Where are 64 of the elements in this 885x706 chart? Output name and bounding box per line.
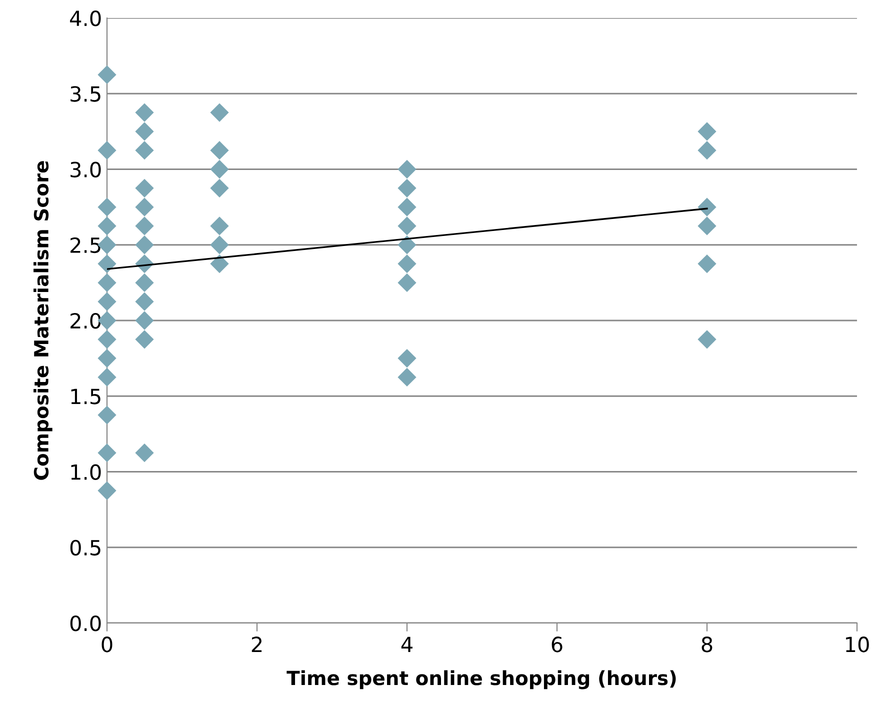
point [210,160,229,179]
point [135,178,154,198]
point [135,141,154,160]
x-tick-label: 6 [552,636,562,652]
point [98,216,116,236]
point [98,65,116,84]
point [135,103,154,122]
point [98,254,116,274]
y-tick-label: 1.0 [71,464,101,480]
point [135,330,154,349]
point [698,122,716,141]
point [698,330,716,349]
y-tick-label: 0.0 [70,615,101,632]
point [98,348,116,368]
point [210,254,229,274]
x-tick-label: 2 [252,636,262,652]
point [98,444,116,462]
y-tick-label: 2.5 [70,237,100,254]
point [698,141,716,160]
point [135,216,154,236]
y-tick-label: 2.0 [70,312,101,329]
y-tick-label: 0.5 [70,540,100,556]
point [135,311,154,330]
y-tick-label: 1.5 [71,388,100,404]
point [398,236,416,254]
x-tick-label: 0 [102,636,112,652]
y-tick-label: 4.0 [70,10,101,26]
x-tick-label: 8 [702,636,712,652]
x-tick-label: 4 [401,636,412,652]
point [698,254,716,274]
y-axis-title: Composite Materialism Score [34,161,52,480]
point [98,481,116,500]
point [135,292,154,311]
point [210,103,229,122]
point [98,141,116,160]
point [210,236,229,254]
point [210,141,229,160]
point [135,198,154,216]
x-axis-title: Time spent online shopping (hours) [286,670,676,690]
point [98,198,116,216]
y-tick-label: 3.5 [70,86,100,102]
point [398,254,416,274]
point [135,236,154,254]
point [135,444,154,462]
point [210,216,229,236]
point [98,368,116,387]
point [398,273,416,292]
point [398,216,416,236]
point [210,178,229,198]
point [398,178,416,198]
point [398,368,416,387]
y-tick-label: 3.0 [70,162,101,178]
point [398,348,416,368]
point [98,292,116,311]
point [135,122,154,141]
point [698,216,716,236]
point [398,198,416,216]
point [98,330,116,349]
point [98,406,116,424]
point [698,198,716,216]
x-tick-label: 10 [846,636,869,652]
point [98,273,116,292]
point [398,160,416,179]
point [135,273,154,292]
